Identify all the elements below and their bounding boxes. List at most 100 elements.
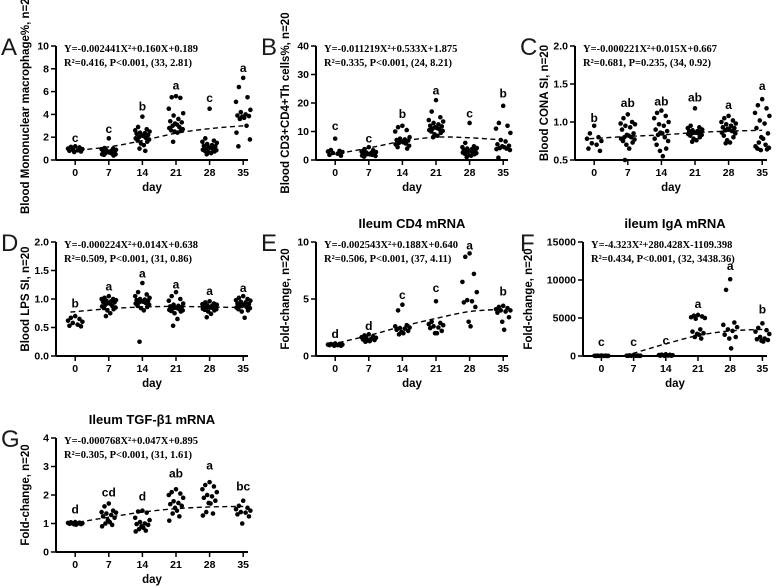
data-point	[622, 157, 628, 163]
data-point	[754, 336, 760, 342]
panel-title: Ileum TGF-β1 mRNA	[89, 412, 216, 427]
x-tick-label: 35	[757, 363, 769, 375]
data-point	[468, 324, 473, 329]
significance-letter: a	[433, 83, 440, 97]
data-point	[596, 134, 601, 140]
data-point	[466, 319, 471, 325]
data-point	[629, 353, 634, 359]
data-point	[763, 142, 768, 148]
data-point	[756, 140, 762, 145]
data-point	[373, 153, 378, 159]
data-point	[176, 116, 181, 122]
significance-letter: ab	[688, 90, 702, 104]
x-tick-label: 0	[332, 363, 338, 375]
panel-G: G 0 1 2 3 4 0 7 14 21 28 35 day Fold-change, n=20 Ile…	[0, 392, 259, 588]
data-point	[593, 353, 599, 359]
data-point	[72, 313, 78, 319]
y-axis-label: Blood CD3+CD4+Th cells%, n=20	[280, 12, 292, 193]
data-point	[174, 508, 180, 513]
data-point	[135, 289, 141, 295]
data-point	[464, 297, 470, 303]
y-tick-label: 0	[303, 155, 309, 167]
data-point	[135, 509, 141, 514]
data-point	[440, 322, 446, 328]
data-point	[401, 330, 406, 336]
data-point	[584, 136, 590, 142]
data-point	[142, 148, 148, 154]
panel-letter-A: A	[1, 34, 18, 61]
x-tick-label: 14	[397, 363, 409, 375]
x-axis-label: day	[665, 378, 685, 390]
data-point	[106, 293, 112, 299]
data-point	[240, 75, 246, 81]
data-point	[435, 133, 440, 139]
data-point	[177, 514, 182, 519]
x-axis-label: day	[402, 182, 422, 194]
data-point	[70, 320, 76, 326]
x-tick-label: 35	[237, 559, 249, 571]
data-point	[144, 292, 150, 297]
data-point	[587, 131, 593, 136]
data-point	[503, 309, 508, 314]
data-point	[728, 346, 734, 351]
data-point	[111, 153, 116, 158]
data-point	[619, 127, 625, 132]
data-point	[653, 127, 658, 132]
data-point	[170, 511, 175, 516]
x-tick-label: 35	[756, 167, 768, 179]
data-point	[729, 128, 735, 134]
x-tick-label: 7	[366, 363, 372, 375]
y-tick-label: 2	[43, 132, 49, 144]
data-point	[495, 310, 500, 315]
data-point	[101, 152, 107, 158]
x-tick-label: 28	[204, 167, 216, 179]
data-point	[335, 151, 340, 157]
x-tick-label: 7	[366, 167, 372, 179]
significance-letter: b	[500, 285, 507, 299]
data-point	[209, 494, 215, 499]
data-point	[140, 114, 145, 119]
data-point	[429, 109, 434, 114]
data-point	[438, 130, 444, 136]
data-point	[636, 353, 642, 359]
x-tick-label: 28	[464, 363, 476, 375]
data-point	[721, 133, 727, 138]
data-point	[238, 509, 244, 515]
x-tick-label: 35	[497, 363, 509, 375]
stats-text: R²=0.434, P<0.001, (32, 3438.36)	[591, 254, 735, 265]
y-axis-label: Blood CONA SI, n=20	[539, 45, 551, 161]
significance-letter: c	[332, 119, 339, 133]
x-tick-label: 7	[631, 363, 637, 375]
panel-letter-G: G	[1, 426, 20, 453]
data-point	[170, 323, 176, 329]
significance-letter: b	[72, 297, 79, 311]
data-point	[212, 308, 217, 313]
data-point	[236, 84, 242, 90]
data-point	[338, 343, 344, 349]
data-point	[505, 123, 510, 129]
x-tick-label: 21	[170, 559, 182, 571]
x-tick-label: 0	[332, 167, 338, 179]
y-tick-label: 0	[303, 351, 309, 363]
equation-text: Y=-0.002441X²+0.160X+0.189	[64, 44, 198, 55]
data-point	[132, 515, 138, 521]
data-point	[462, 140, 468, 146]
data-point	[233, 506, 239, 512]
data-point	[725, 327, 731, 332]
data-point	[241, 115, 247, 121]
y-tick-label: 3	[43, 461, 49, 473]
data-point	[659, 108, 664, 113]
data-point	[246, 113, 252, 119]
x-tick-label: 0	[598, 363, 604, 375]
data-point	[108, 512, 114, 518]
y-tick-label: 20	[297, 98, 309, 110]
data-point	[731, 134, 736, 140]
x-tick-label: 28	[204, 363, 216, 375]
data-point	[132, 293, 138, 299]
data-point	[171, 498, 176, 504]
data-point	[145, 522, 151, 528]
data-point	[109, 522, 115, 528]
data-point	[235, 512, 240, 517]
data-point	[178, 296, 183, 302]
data-point	[733, 121, 739, 126]
